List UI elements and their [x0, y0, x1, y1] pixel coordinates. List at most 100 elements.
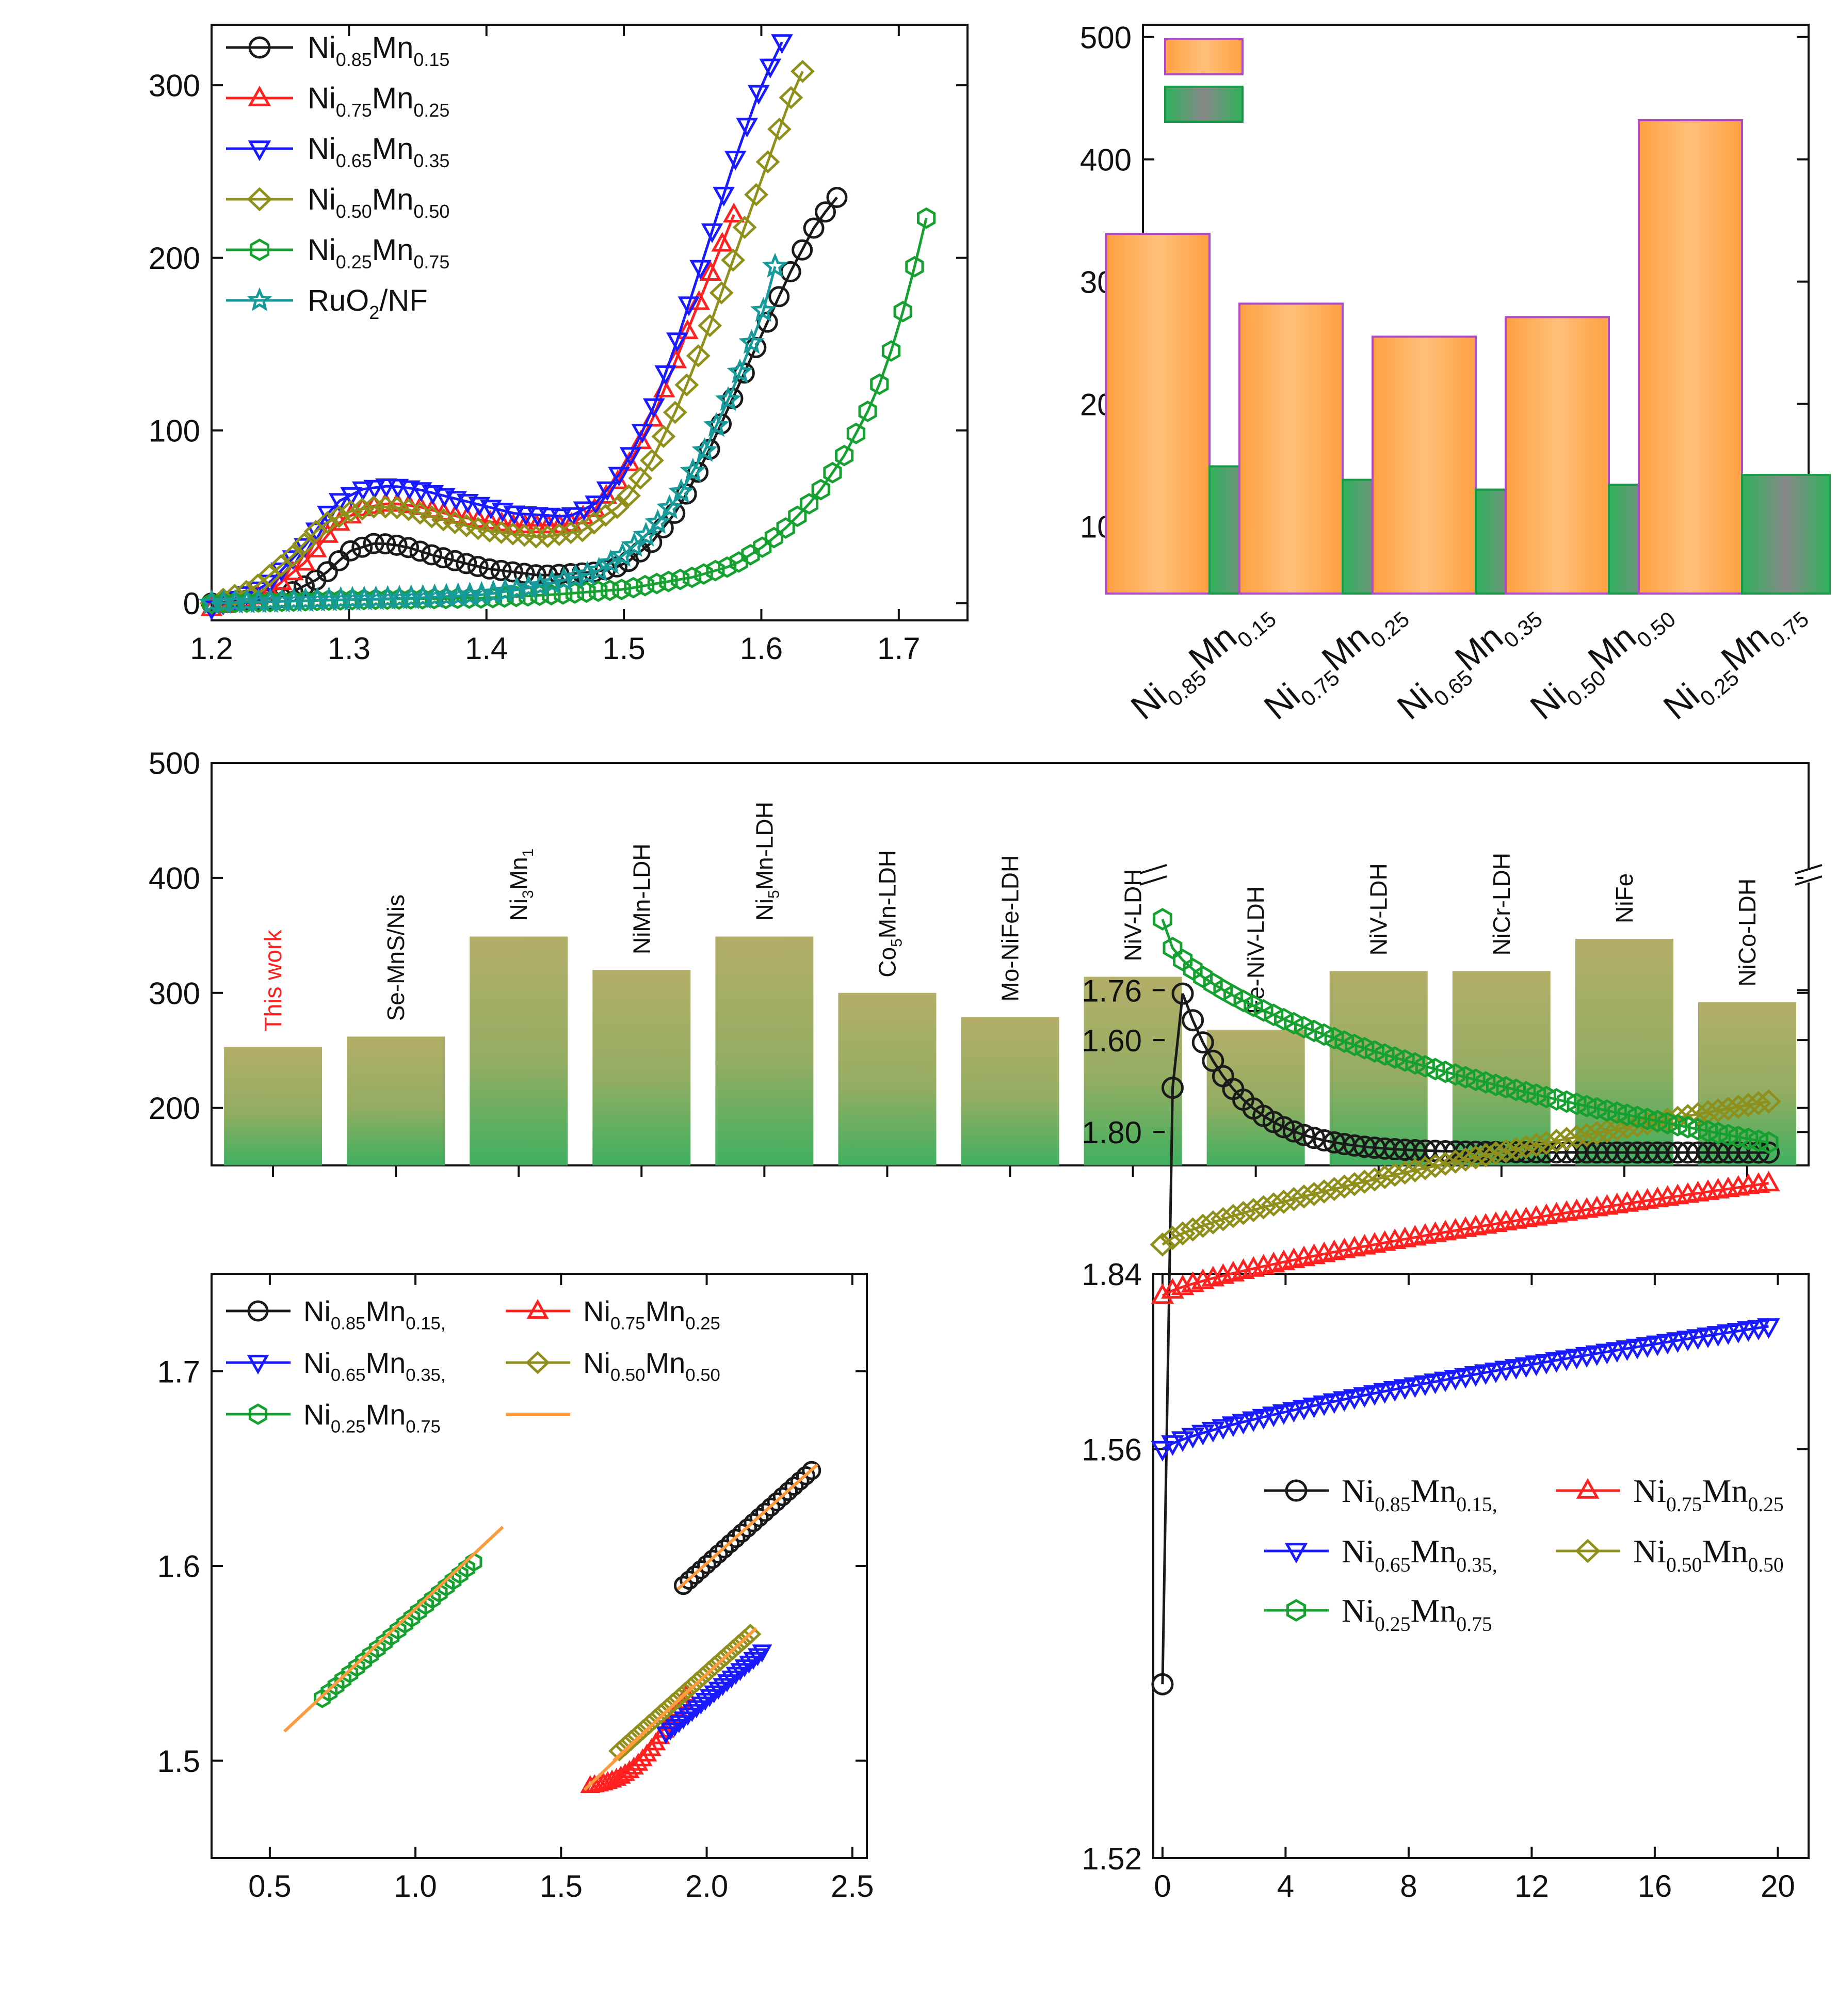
data-point	[430, 1583, 448, 1603]
data-point	[1728, 1126, 1748, 1148]
data-point	[1604, 1117, 1630, 1142]
data-point	[619, 447, 642, 467]
data-point	[1749, 1129, 1768, 1153]
data-point	[585, 495, 607, 516]
bar-label: Co5Mn-LDH	[874, 850, 905, 978]
data-point	[327, 505, 351, 529]
bar	[961, 1017, 1059, 1165]
legend-label: Ni0.75Mn0.25	[583, 1295, 720, 1334]
data-point	[1220, 1204, 1246, 1228]
series-line	[211, 266, 777, 605]
text-part: /NF	[379, 284, 427, 317]
data-point	[1504, 1359, 1528, 1380]
legend-label: Ni0.65Mn0.35,	[1342, 1533, 1497, 1576]
data-point	[715, 1644, 738, 1666]
data-point	[1526, 1083, 1546, 1106]
data-point	[1183, 957, 1203, 981]
data-point	[396, 1614, 413, 1634]
data-point	[490, 559, 512, 581]
bar-label: Mo-NiFe-LDH	[997, 855, 1024, 1002]
data-point	[729, 551, 748, 573]
x-tick-label: 2.5	[831, 1869, 874, 1903]
y-tick-label: 200	[149, 1091, 200, 1126]
data-point	[417, 1595, 434, 1615]
data-point	[685, 1565, 705, 1585]
data-point	[612, 579, 631, 600]
data-point	[1151, 1283, 1174, 1304]
data-point	[721, 248, 746, 272]
data-point	[1363, 1385, 1386, 1406]
data-point	[772, 1487, 792, 1507]
data-point	[1737, 1321, 1760, 1342]
data-point	[1342, 1172, 1367, 1196]
data-point	[671, 568, 690, 590]
y-tick-label: 200	[149, 241, 200, 276]
x-tick-label: 20	[1761, 1869, 1795, 1903]
text-part: 0.75	[406, 1417, 441, 1437]
text-part: 0.50	[1748, 1554, 1783, 1576]
data-point	[608, 467, 630, 487]
text-part: 0.25	[1375, 1613, 1410, 1636]
data-point	[341, 1663, 359, 1684]
y-tick-label: 500	[1080, 20, 1132, 55]
data-point	[752, 1644, 772, 1663]
data-point	[340, 487, 363, 507]
text-part: Co	[874, 947, 900, 978]
data-point	[1373, 1383, 1396, 1404]
y-tick-label: 300	[149, 69, 200, 103]
data-point	[1292, 1400, 1316, 1420]
text-part: RuO	[308, 284, 369, 317]
data-point	[676, 319, 699, 339]
data-point	[551, 566, 577, 591]
fitting-line	[676, 1463, 819, 1591]
data-point	[1484, 1363, 1508, 1383]
text-part: 0.25	[336, 251, 372, 273]
data-point	[1486, 1074, 1506, 1096]
x-tick-label: 12	[1514, 1869, 1549, 1903]
data-point	[1332, 1391, 1356, 1412]
data-point	[1293, 1124, 1315, 1146]
data-point	[1516, 1081, 1536, 1104]
data-point	[438, 1577, 455, 1597]
data-point	[663, 401, 687, 424]
text-part: Ni	[1342, 1473, 1375, 1509]
axis-break-mark	[1795, 875, 1823, 886]
data-point	[1555, 1350, 1578, 1371]
text-part: Ni	[303, 1295, 331, 1327]
data-point	[1453, 1147, 1478, 1172]
data-point	[674, 373, 699, 397]
data-point	[1422, 1154, 1448, 1178]
data-point	[1272, 1404, 1296, 1425]
legend-marker	[250, 238, 269, 261]
text-part: 0.65	[1375, 1554, 1410, 1576]
data-point	[539, 569, 565, 595]
data-point	[736, 118, 759, 138]
data-point	[722, 202, 745, 222]
x-tick-label: 2.0	[685, 1869, 728, 1903]
data-point	[1343, 1389, 1366, 1410]
x-tick-label: Ni0.75Mn0.25	[1257, 590, 1414, 732]
data-point	[1506, 1078, 1526, 1101]
data-point	[490, 511, 513, 532]
data-point	[527, 572, 554, 597]
text-part: 0.50	[336, 201, 372, 222]
data-point	[386, 478, 409, 499]
text-part: Ni	[1124, 676, 1174, 727]
data-point	[618, 451, 641, 471]
x-tick-label: 1.4	[465, 631, 508, 666]
bar-label: NiV-LDH	[1365, 863, 1392, 955]
data-point	[1738, 1127, 1759, 1150]
data-point	[1383, 1381, 1407, 1402]
text-part: 0.75	[1456, 1613, 1492, 1636]
data-point	[424, 1589, 441, 1609]
y-tick-label: 1.5	[157, 1744, 200, 1779]
data-point	[1524, 1355, 1548, 1377]
series	[1151, 982, 1780, 1695]
data-point	[1565, 1349, 1588, 1370]
text-part: NiMn-LDH	[628, 843, 655, 954]
data-point	[624, 577, 643, 599]
data-point	[701, 223, 723, 244]
data-point	[881, 340, 901, 362]
